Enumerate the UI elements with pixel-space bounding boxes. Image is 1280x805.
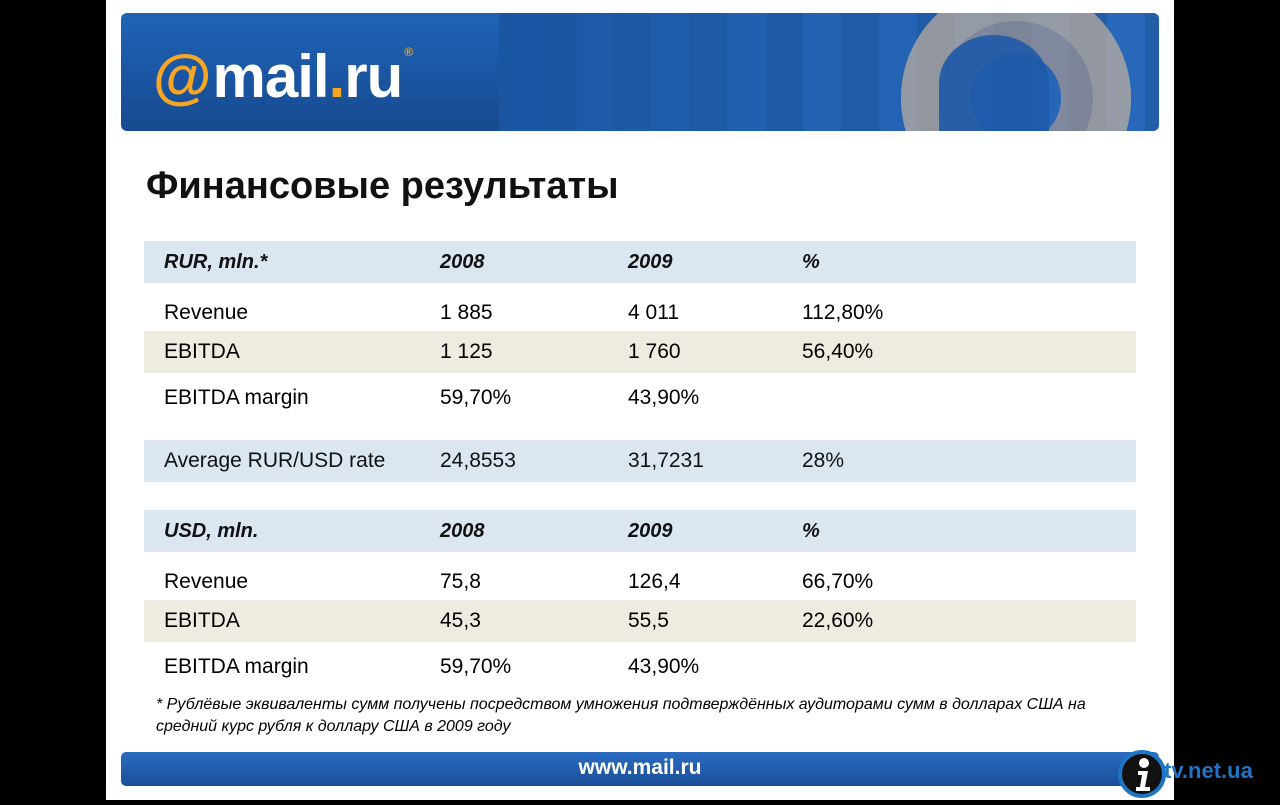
header-cell: RUR, mln.* — [164, 251, 268, 273]
usd-table-header: USD, mln. 2008 2009 % — [144, 510, 1136, 552]
table-row: Revenue 75,8 126,4 66,70% — [144, 561, 1136, 603]
watermark-text: tv.net.ua — [1164, 758, 1253, 783]
table-row: EBITDA 1 125 1 760 56,40% — [144, 331, 1136, 373]
table-cell: EBITDA — [164, 609, 240, 632]
logo-registered-mark: ® — [404, 45, 413, 59]
table-cell: Average RUR/USD rate — [164, 449, 386, 472]
collage-ring-center — [939, 35, 1049, 131]
table-cell: EBITDA margin — [164, 386, 309, 409]
table-cell: 112,80% — [802, 301, 884, 324]
table-cell: 59,70% — [440, 386, 512, 409]
table-cell: 22,60% — [802, 609, 874, 632]
header-cell: 2009 — [628, 251, 673, 273]
logo-mail: mail — [212, 42, 330, 110]
page-title: Финансовые результаты — [146, 165, 619, 207]
table-cell: EBITDA margin — [164, 655, 309, 678]
table-row: EBITDA margin 59,70% 43,90% — [144, 646, 1136, 688]
tvnetua-watermark: tv.net.ua — [1116, 748, 1280, 800]
table-cell: 31,7231 — [628, 449, 704, 472]
photo-collage — [499, 13, 1159, 131]
footer-bar: www.mail.ru — [121, 752, 1159, 786]
header-cell: 2008 — [440, 251, 485, 273]
table-cell: 66,70% — [802, 570, 874, 593]
table-cell: Revenue — [164, 301, 249, 324]
table-cell: 43,90% — [628, 655, 700, 678]
table-cell: 1 125 — [440, 340, 493, 363]
table-row: EBITDA margin 59,70% 43,90% — [144, 377, 1136, 419]
rate-row: Average RUR/USD rate 24,8553 31,7231 28% — [144, 440, 1136, 482]
table-cell: 45,3 — [440, 609, 481, 632]
logo-at: @ — [153, 42, 212, 110]
table-cell: Revenue — [164, 570, 249, 593]
table-cell: 28% — [802, 449, 845, 472]
table-cell: 55,5 — [628, 609, 669, 632]
rur-table-header: RUR, mln.* 2008 2009 % — [144, 241, 1136, 283]
footer-url[interactable]: www.mail.ru — [578, 756, 702, 779]
info-person-icon — [1118, 750, 1166, 798]
table-cell: 56,40% — [802, 340, 874, 363]
table-cell: 1 885 — [440, 301, 493, 324]
table-cell: 1 760 — [628, 340, 681, 363]
table-row: EBITDA 45,3 55,5 22,60% — [144, 600, 1136, 642]
table-cell: EBITDA — [164, 340, 240, 363]
header-cell: USD, mln. — [164, 520, 259, 542]
header-cell: % — [802, 520, 820, 542]
slide: @ mail . ru ® Финансовые результаты RUR,… — [106, 0, 1174, 800]
table-cell: 24,8553 — [440, 449, 516, 472]
header-cell: 2008 — [440, 520, 485, 542]
header-cell: % — [802, 251, 820, 273]
logo-dot: . — [328, 42, 346, 110]
header-cell: 2009 — [628, 520, 673, 542]
table-row: Revenue 1 885 4 011 112,80% — [144, 292, 1136, 334]
mailru-logo: @ mail . ru ® — [153, 41, 413, 111]
header-banner: @ mail . ru ® — [121, 13, 1159, 131]
table-cell: 43,90% — [628, 386, 700, 409]
footnote: * Рублёвые эквиваленты сумм получены пос… — [156, 696, 1086, 735]
logo-ru: ru — [344, 42, 403, 110]
table-cell: 75,8 — [440, 570, 481, 593]
table-cell: 126,4 — [628, 570, 681, 593]
table-cell: 4 011 — [628, 301, 679, 324]
table-cell: 59,70% — [440, 655, 512, 678]
